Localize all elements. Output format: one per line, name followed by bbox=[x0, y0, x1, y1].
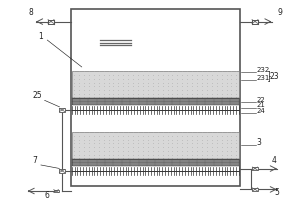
Text: 24: 24 bbox=[256, 108, 265, 114]
Text: 3: 3 bbox=[256, 138, 261, 147]
Bar bbox=[59, 108, 65, 112]
Text: 21: 21 bbox=[256, 102, 266, 108]
Text: 5: 5 bbox=[274, 188, 279, 197]
Text: 25: 25 bbox=[33, 91, 42, 100]
Text: 8: 8 bbox=[28, 8, 33, 17]
Text: 23: 23 bbox=[270, 72, 280, 81]
Text: 232: 232 bbox=[256, 67, 270, 73]
Bar bbox=[72, 98, 239, 105]
Bar bbox=[252, 167, 258, 170]
Bar bbox=[252, 188, 258, 191]
Bar bbox=[72, 166, 239, 176]
Bar bbox=[48, 20, 54, 24]
Bar bbox=[72, 71, 239, 98]
Bar bbox=[252, 20, 258, 24]
Text: 1: 1 bbox=[38, 32, 43, 41]
Bar bbox=[59, 169, 65, 173]
Text: 22: 22 bbox=[256, 97, 265, 103]
Bar bbox=[72, 10, 239, 71]
Bar bbox=[72, 159, 239, 166]
Bar bbox=[70, 9, 240, 186]
Text: 6: 6 bbox=[45, 191, 50, 200]
Bar bbox=[72, 132, 239, 159]
Text: 9: 9 bbox=[278, 8, 282, 17]
Bar bbox=[72, 105, 239, 115]
Text: 7: 7 bbox=[32, 156, 37, 165]
Bar bbox=[54, 190, 58, 192]
Text: 4: 4 bbox=[272, 156, 276, 165]
Text: 231: 231 bbox=[256, 75, 270, 81]
Bar bbox=[72, 115, 239, 132]
